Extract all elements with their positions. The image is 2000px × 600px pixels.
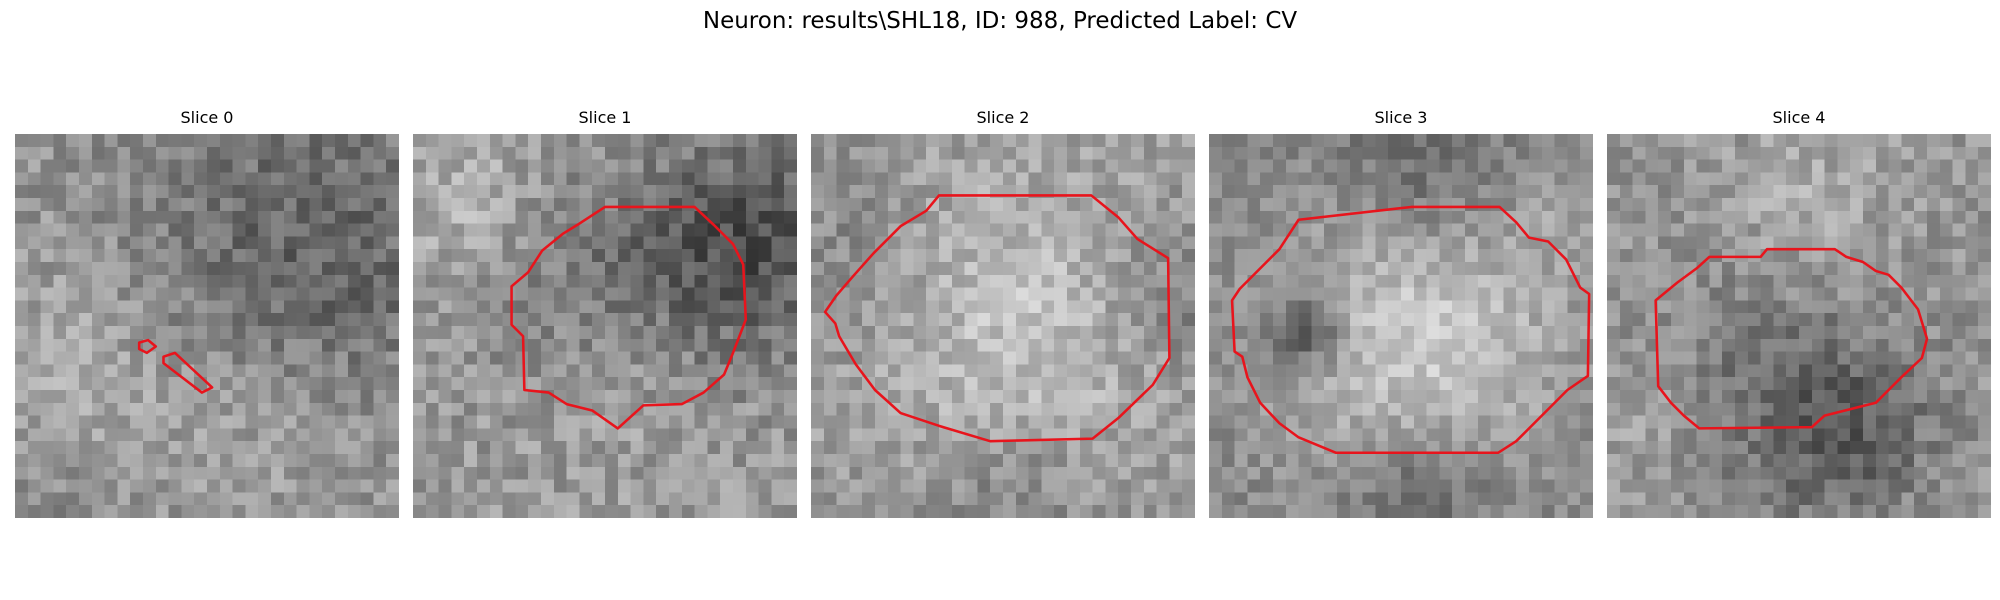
- pixel-grid: [1607, 134, 1991, 518]
- slice-title-2: Slice 2: [976, 108, 1030, 127]
- slice-image-1: [413, 134, 797, 518]
- slice-title-3: Slice 3: [1374, 108, 1428, 127]
- figure-title: Neuron: results\SHL18, ID: 988, Predicte…: [702, 8, 1298, 34]
- roi-contour-0: [1230, 205, 1591, 454]
- roi-contour-1: [162, 351, 214, 394]
- slice-image-3: [1209, 134, 1593, 518]
- slice-image-0: [15, 134, 399, 518]
- slice-image-2: [811, 134, 1195, 518]
- pixel-grid: [15, 134, 399, 518]
- roi-contour-0: [137, 338, 158, 355]
- pixel-grid: [413, 134, 797, 518]
- roi-contour-0: [510, 205, 748, 430]
- roi-contour-0: [823, 194, 1171, 443]
- pixel-grid: [1209, 134, 1593, 518]
- roi-contour-0: [1654, 247, 1929, 430]
- slice-title-1: Slice 1: [578, 108, 632, 127]
- slice-title-4: Slice 4: [1772, 108, 1826, 127]
- pixel-grid: [811, 134, 1195, 518]
- slice-image-4: [1607, 134, 1991, 518]
- slice-title-0: Slice 0: [180, 108, 234, 127]
